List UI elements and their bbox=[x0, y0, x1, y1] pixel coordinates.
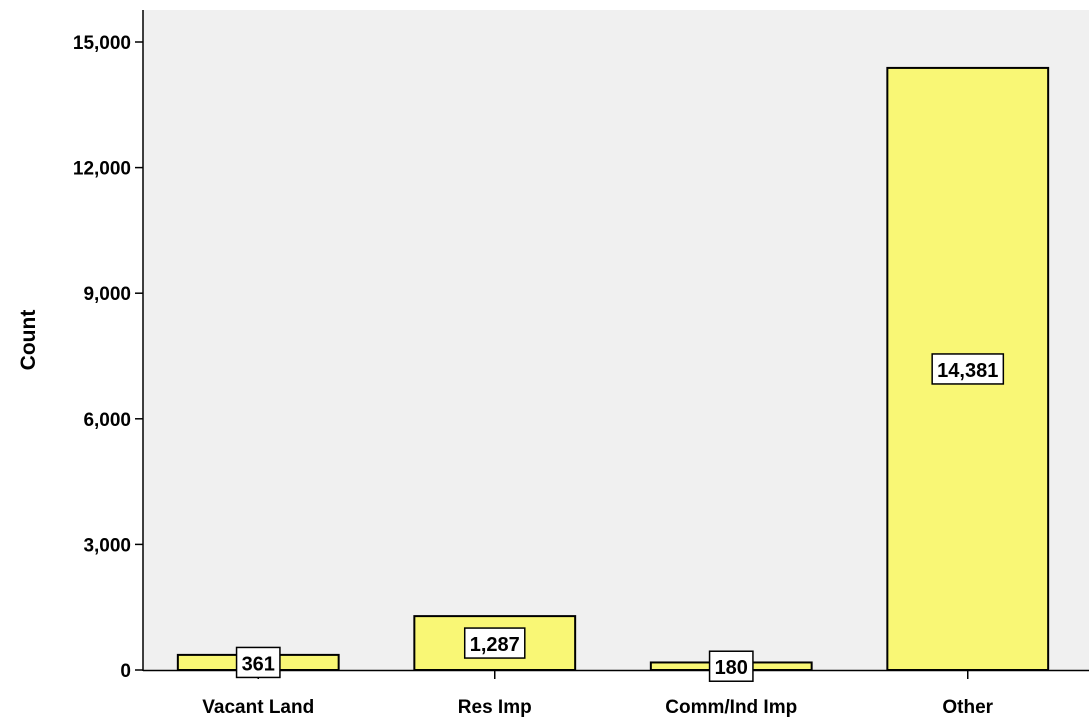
data-label: 361 bbox=[242, 653, 275, 675]
x-tick-label: Vacant Land bbox=[202, 697, 314, 718]
data-label-box bbox=[463, 627, 526, 659]
y-tick-label: 9,000 bbox=[83, 284, 131, 305]
y-tick-label: 12,000 bbox=[73, 159, 131, 180]
x-tick-label: Res Imp bbox=[458, 697, 532, 718]
data-label-box bbox=[708, 650, 754, 682]
data-label: 14,381 bbox=[937, 360, 998, 382]
y-tick-label: 3,000 bbox=[83, 535, 131, 556]
data-label-box bbox=[235, 646, 281, 679]
data-labels-group: 361 1,287 180 14,381 bbox=[235, 353, 1005, 682]
x-tick-label: Comm/Ind Imp bbox=[665, 697, 797, 718]
data-label-box bbox=[931, 353, 1005, 385]
data-label: 1,287 bbox=[470, 634, 520, 656]
y-tick-label: 6,000 bbox=[83, 410, 131, 431]
x-tick-label: Other bbox=[942, 697, 993, 718]
y-tick-label: 15,000 bbox=[73, 33, 131, 54]
y-axis-title: Count bbox=[17, 310, 40, 371]
y-tick-label: 0 bbox=[120, 661, 131, 682]
y-axis-ticks: 0 3,000 6,000 9,000 12,000 15,000 bbox=[73, 33, 143, 682]
x-axis-ticks: Vacant Land Res Imp Comm/Ind Imp Other bbox=[202, 670, 994, 718]
data-label: 180 bbox=[715, 657, 748, 679]
